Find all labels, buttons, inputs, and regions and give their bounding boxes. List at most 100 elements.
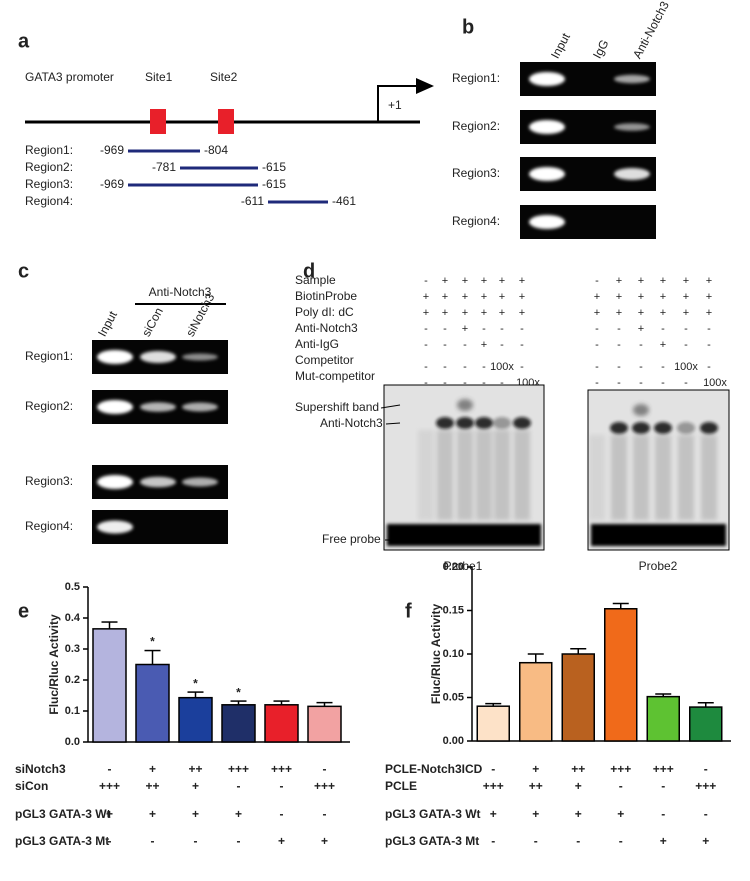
region-label: Region1:	[25, 349, 73, 363]
condition-symbol: 100x	[490, 361, 514, 373]
condition-symbol: +	[594, 291, 600, 303]
condition-label: Anti-IgG	[295, 337, 339, 351]
gel-band	[97, 475, 133, 489]
significance-mark: *	[236, 685, 241, 699]
band-label: Anti-Notch3	[320, 416, 383, 430]
region-start: -969	[100, 143, 124, 157]
condition-symbol: -	[424, 323, 428, 335]
bar	[561, 653, 595, 742]
gel-band	[529, 120, 565, 134]
condition-label: Sample	[295, 273, 336, 287]
condition-symbol: +	[499, 275, 505, 287]
gel-band	[97, 350, 133, 364]
condition-symbol: -	[237, 779, 241, 793]
gel-band	[140, 476, 176, 488]
bar	[646, 695, 680, 742]
shift-band	[475, 417, 493, 429]
bar	[92, 628, 127, 743]
band-label: Free probe	[322, 532, 381, 546]
shift-band	[654, 422, 672, 434]
shift-band	[610, 422, 628, 434]
bar	[689, 706, 723, 742]
condition-symbol: -	[491, 762, 495, 776]
y-tick-label: 0.0	[65, 736, 80, 748]
condition-label: Mut-competitor	[295, 369, 375, 383]
condition-symbol: +++	[99, 779, 120, 793]
condition-symbol: +	[660, 307, 666, 319]
site-label: Site1	[145, 70, 173, 84]
condition-symbol: -	[443, 377, 447, 389]
panel-letter: b	[462, 16, 474, 38]
region-end: -461	[332, 194, 356, 208]
condition-symbol: +++	[695, 779, 716, 793]
condition-label: pGL3 GATA-3 Wt	[15, 807, 111, 821]
lane-smear	[701, 435, 717, 520]
condition-symbol: +	[616, 291, 622, 303]
condition-symbol: +	[660, 291, 666, 303]
condition-symbol: -	[617, 377, 621, 389]
condition-symbol: ++	[145, 779, 159, 793]
condition-symbol: -	[520, 361, 524, 373]
region-label: Region3:	[452, 166, 500, 180]
condition-symbol: +	[481, 339, 487, 351]
lane-label: Input	[95, 308, 120, 339]
shift-band	[436, 417, 454, 429]
condition-symbol: -	[639, 339, 643, 351]
antibody-label: Anti-Notch3	[149, 285, 212, 299]
region-label: Region3:	[25, 177, 73, 191]
lane-smear	[655, 435, 671, 520]
region-label: Region3:	[25, 474, 73, 488]
panel-letter: c	[18, 260, 29, 282]
condition-symbol: -	[661, 779, 665, 793]
condition-symbol: -	[639, 377, 643, 389]
y-axis-label: Fluc/Rluc Activity	[429, 604, 443, 705]
condition-symbol: -	[443, 339, 447, 351]
condition-symbol: 100x	[674, 361, 698, 373]
gel-band	[140, 351, 176, 363]
region-start: -781	[152, 160, 176, 174]
region-end: -615	[262, 160, 286, 174]
region-label: Region2:	[452, 119, 500, 133]
condition-symbol: +	[706, 307, 712, 319]
condition-symbol: +	[519, 307, 525, 319]
lane-label: IgG	[590, 37, 611, 61]
band-pointer	[380, 404, 401, 409]
region-end: -615	[262, 177, 286, 191]
site-label: Site2	[210, 70, 238, 84]
lane-smear	[678, 435, 694, 520]
condition-symbol: +	[462, 323, 468, 335]
region-end: -804	[204, 143, 228, 157]
condition-symbol: -	[617, 339, 621, 351]
condition-symbol: -	[237, 834, 241, 848]
condition-symbol: -	[520, 323, 524, 335]
condition-symbol: -	[595, 275, 599, 287]
condition-symbol: +	[423, 307, 429, 319]
condition-label: siCon	[15, 779, 48, 793]
condition-symbol: +	[532, 807, 539, 821]
condition-symbol: +	[660, 275, 666, 287]
condition-symbol: +	[462, 275, 468, 287]
condition-symbol: -	[704, 762, 708, 776]
shift-band	[700, 422, 718, 434]
bar	[264, 704, 299, 743]
lane-smear	[437, 430, 453, 520]
condition-symbol: +	[683, 291, 689, 303]
gel-band	[182, 353, 218, 361]
condition-symbol: +	[499, 307, 505, 319]
band-label: Supershift band	[295, 400, 379, 414]
condition-symbol: +	[638, 291, 644, 303]
condition-symbol: -	[576, 834, 580, 848]
condition-symbol: -	[280, 779, 284, 793]
condition-symbol: +	[575, 779, 582, 793]
condition-symbol: +	[235, 807, 242, 821]
condition-symbol: +	[519, 275, 525, 287]
condition-symbol: +	[442, 275, 448, 287]
condition-symbol: +++	[271, 762, 292, 776]
panel-letter: f	[405, 600, 412, 622]
condition-label: pGL3 GATA-3 Mt	[385, 834, 479, 848]
condition-symbol: -	[661, 361, 665, 373]
condition-symbol: -	[619, 779, 623, 793]
condition-symbol: -	[520, 339, 524, 351]
significance-mark: *	[193, 676, 198, 690]
shift-band	[513, 417, 531, 429]
